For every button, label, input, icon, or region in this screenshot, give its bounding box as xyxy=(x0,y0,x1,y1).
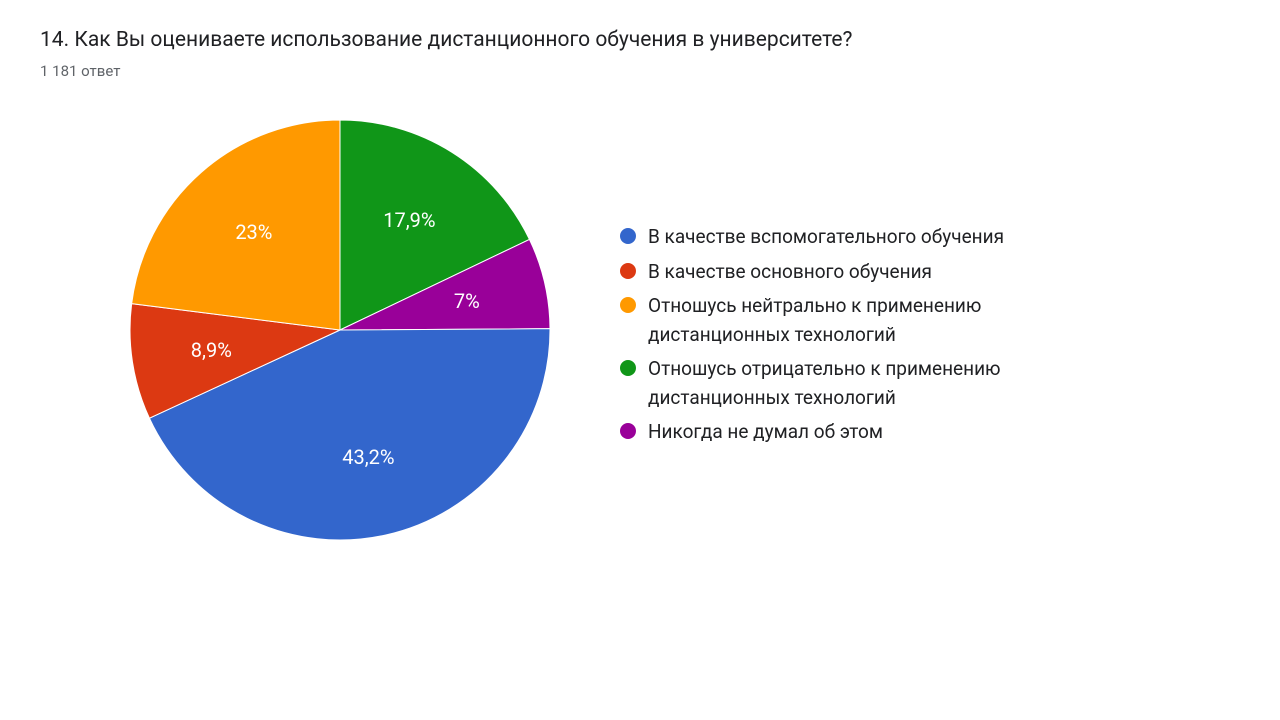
legend-swatch xyxy=(620,263,636,279)
response-count: 1 181 ответ xyxy=(40,62,1240,80)
legend-item[interactable]: Отношусь отрицательно к применению диста… xyxy=(620,355,1068,412)
legend-item[interactable]: Отношусь нейтрально к применению дистанц… xyxy=(620,292,1068,349)
slice-label: 43,2% xyxy=(342,445,394,469)
legend-label: Отношусь нейтрально к применению дистанц… xyxy=(648,292,1068,349)
chart-area: 17,9% 7% 43,2% 8,9% 23% В качестве вспомогат… xyxy=(40,110,1240,550)
slice-label: 23% xyxy=(235,220,272,244)
legend-label: Никогда не думал об этом xyxy=(648,418,883,447)
slice-label: 8,9% xyxy=(191,338,232,362)
pie-svg xyxy=(120,110,560,550)
legend-swatch xyxy=(620,423,636,439)
legend-item[interactable]: В качестве вспомогательного обучения xyxy=(620,223,1068,252)
legend-swatch xyxy=(620,228,636,244)
slice-label: 17,9% xyxy=(383,208,435,232)
legend-item[interactable]: Никогда не думал об этом xyxy=(620,418,1068,447)
legend-label: В качестве основного обучения xyxy=(648,258,932,287)
legend-label: В качестве вспомогательного обучения xyxy=(648,223,1004,252)
legend-swatch xyxy=(620,360,636,376)
question-title: 14. Как Вы оцениваете использование дист… xyxy=(40,28,1240,52)
slice-label: 7% xyxy=(454,289,480,313)
legend-swatch xyxy=(620,297,636,313)
legend-item[interactable]: В качестве основного обучения xyxy=(620,258,1068,287)
legend-label: Отношусь отрицательно к применению диста… xyxy=(648,355,1068,412)
legend: В качестве вспомогательного обучения В ка… xyxy=(620,213,1068,447)
pie-chart: 17,9% 7% 43,2% 8,9% 23% xyxy=(120,110,560,550)
